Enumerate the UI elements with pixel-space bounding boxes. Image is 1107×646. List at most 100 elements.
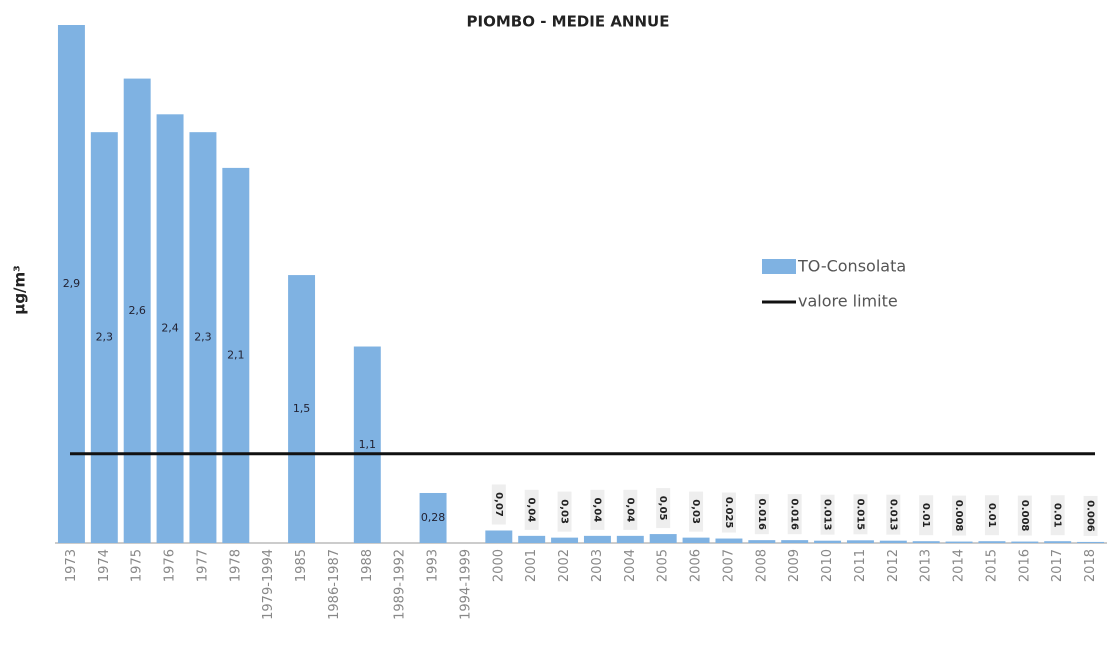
data-label-bg bbox=[853, 494, 868, 535]
x-tick-label: 2018 bbox=[1083, 549, 1098, 582]
data-label-bg bbox=[754, 494, 769, 535]
data-label-bg bbox=[656, 488, 671, 529]
x-tick-label: 2009 bbox=[787, 549, 802, 582]
data-label-bg bbox=[689, 491, 704, 532]
bar bbox=[682, 537, 710, 543]
bar bbox=[748, 540, 776, 543]
x-tick-label: 2008 bbox=[754, 549, 769, 582]
bar bbox=[879, 540, 907, 543]
x-tick-label: 1977 bbox=[195, 549, 210, 582]
bar bbox=[1011, 541, 1039, 543]
bar bbox=[288, 275, 316, 543]
data-label-bg bbox=[952, 495, 967, 536]
bar bbox=[485, 530, 513, 543]
data-label: 0,04 bbox=[624, 498, 635, 523]
bar bbox=[353, 346, 381, 543]
data-label: 2,6 bbox=[128, 304, 146, 317]
x-tick-label: 2004 bbox=[623, 549, 638, 582]
data-label-bg bbox=[721, 492, 736, 533]
data-label: 0,28 bbox=[421, 511, 446, 524]
x-tick-label: 2001 bbox=[524, 549, 539, 582]
bar bbox=[1044, 541, 1072, 543]
legend-label: TO-Consolata bbox=[797, 257, 906, 276]
chart-title: PIOMBO - MEDIE ANNUE bbox=[467, 13, 670, 31]
bar bbox=[814, 540, 842, 543]
bar bbox=[649, 534, 677, 543]
data-label: 0,04 bbox=[526, 498, 537, 523]
x-tick-label: 1989-1992 bbox=[393, 549, 408, 620]
data-label: 2,3 bbox=[194, 331, 212, 344]
bar bbox=[978, 541, 1006, 543]
x-tick-label: 2010 bbox=[820, 549, 835, 582]
data-label: 0.013 bbox=[887, 499, 898, 531]
data-label-bg bbox=[1083, 495, 1098, 536]
y-axis-label: μg/m³ bbox=[11, 265, 29, 314]
data-label: 1,5 bbox=[293, 402, 311, 415]
data-label-bg bbox=[787, 494, 802, 535]
bar bbox=[156, 114, 184, 543]
data-label: 0.006 bbox=[1085, 500, 1096, 532]
data-label: 0,04 bbox=[591, 498, 602, 523]
data-label: 0.01 bbox=[920, 503, 931, 528]
bar bbox=[57, 25, 85, 543]
data-label-bg bbox=[557, 491, 572, 532]
bar bbox=[1077, 541, 1105, 543]
data-label-bg bbox=[820, 494, 835, 535]
bar bbox=[123, 78, 151, 543]
x-tick-label: 2007 bbox=[721, 549, 736, 582]
data-label: 0.01 bbox=[986, 503, 997, 528]
x-tick-label: 1994-1999 bbox=[458, 549, 473, 620]
x-tick-label: 1986-1987 bbox=[327, 549, 342, 620]
data-label: 0,03 bbox=[559, 499, 570, 524]
bar bbox=[419, 492, 447, 543]
data-label-bg bbox=[491, 484, 506, 525]
x-tick-label: 2012 bbox=[886, 549, 901, 582]
x-tick-label: 1988 bbox=[360, 549, 375, 582]
x-tick-label: 2017 bbox=[1050, 549, 1065, 582]
bar bbox=[518, 535, 546, 543]
x-tick-label: 1979-1994 bbox=[261, 549, 276, 620]
legend-label: valore limite bbox=[798, 292, 898, 311]
bar bbox=[583, 535, 611, 543]
data-label: 0.016 bbox=[756, 498, 767, 530]
x-tick-label: 2003 bbox=[590, 549, 605, 582]
data-label: 0.025 bbox=[723, 497, 734, 529]
data-label-bg bbox=[623, 489, 638, 530]
x-tick-label: 1975 bbox=[130, 549, 145, 582]
x-tick-label: 2011 bbox=[853, 549, 868, 582]
bar bbox=[90, 132, 118, 543]
data-label: 0.013 bbox=[822, 499, 833, 531]
data-label: 2,4 bbox=[161, 322, 179, 335]
bar bbox=[715, 538, 743, 543]
x-tick-label: 2015 bbox=[984, 549, 999, 582]
x-tick-label: 1985 bbox=[294, 549, 309, 582]
bar bbox=[781, 540, 809, 543]
data-label: 0,07 bbox=[493, 492, 504, 517]
x-tick-label: 2016 bbox=[1017, 549, 1032, 582]
x-tick-label: 2014 bbox=[952, 549, 967, 582]
data-label: 0.015 bbox=[854, 499, 865, 531]
x-tick-label: 2013 bbox=[919, 549, 934, 582]
x-tick-label: 2005 bbox=[656, 549, 671, 582]
x-tick-label: 1993 bbox=[426, 549, 441, 582]
bar bbox=[551, 537, 579, 543]
data-label: 2,1 bbox=[227, 348, 245, 361]
x-tick-label: 2006 bbox=[689, 549, 704, 582]
data-label: 2,9 bbox=[63, 277, 81, 290]
x-tick-label: 2002 bbox=[557, 549, 572, 582]
data-label-bg bbox=[919, 495, 934, 536]
x-tick-label: 2000 bbox=[491, 549, 506, 582]
bar bbox=[189, 132, 217, 543]
data-label: 0.008 bbox=[1019, 500, 1030, 532]
bar bbox=[945, 541, 973, 543]
data-label: 0,05 bbox=[657, 496, 668, 521]
x-tick-label: 1974 bbox=[97, 549, 112, 582]
data-label: 0.01 bbox=[1052, 503, 1063, 528]
bar bbox=[616, 535, 644, 543]
data-label-bg bbox=[1017, 495, 1032, 536]
data-label: 0,03 bbox=[690, 499, 701, 524]
data-label: 2,3 bbox=[96, 331, 114, 344]
data-label-bg bbox=[590, 489, 605, 530]
data-label: 0.008 bbox=[953, 500, 964, 532]
